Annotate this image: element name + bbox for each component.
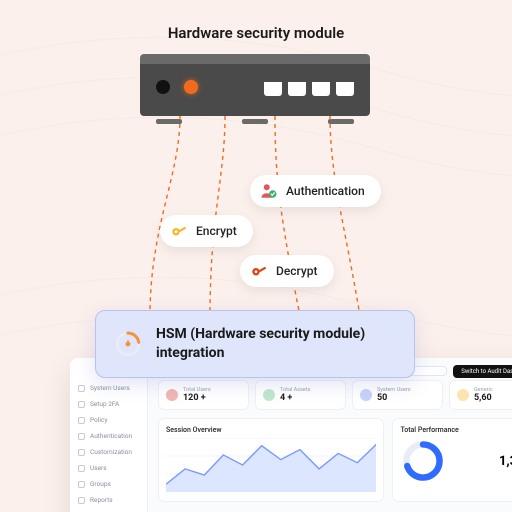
sidebar-item-label: Policy — [90, 416, 107, 424]
sidebar-item[interactable]: Customization — [70, 444, 147, 460]
session-overview-panel: Session Overview — [158, 418, 384, 502]
sidebar-item-icon — [78, 497, 85, 504]
pill-decrypt: Decrypt — [240, 255, 334, 287]
total-performance-panel: Total Performance 1,375 — [392, 418, 512, 502]
hsm-title: Hardware security module — [0, 24, 512, 42]
dashboard-main: Switch to Audit Dashboard Total Users120… — [148, 358, 512, 512]
sidebar-item-icon — [78, 417, 85, 424]
stat-icon — [166, 389, 178, 401]
stat-value: 50 — [377, 393, 411, 403]
device-led-black — [156, 80, 170, 94]
sidebar-item[interactable]: Authentication — [70, 428, 147, 444]
device-foot — [156, 119, 182, 124]
sidebar-item-label: Setup 2FA — [90, 400, 119, 408]
sidebar-item[interactable]: Users — [70, 460, 147, 476]
stat-card: Total Users120 + — [158, 380, 249, 410]
hsm-integration-card[interactable]: HSM (Hardware security module) integrati… — [95, 310, 415, 378]
stat-card: Total Assets4 + — [255, 380, 346, 410]
key-icon — [170, 222, 188, 240]
pill-encrypt: Encrypt — [160, 215, 253, 247]
device-port — [312, 82, 330, 96]
stat-icon — [360, 389, 372, 401]
device-led-orange — [184, 80, 198, 94]
pill-label: Decrypt — [276, 264, 318, 278]
pill-label: Encrypt — [196, 224, 237, 238]
stat-icon — [457, 389, 469, 401]
device-foot — [328, 119, 354, 124]
device-ports — [264, 82, 354, 96]
sidebar-item[interactable]: Reports — [70, 492, 147, 508]
stat-value: 4 + — [280, 393, 310, 403]
device-foot — [242, 119, 268, 124]
stat-card: Generic5,60 — [449, 380, 512, 410]
device-top-plate — [140, 54, 370, 64]
sidebar-item[interactable]: Groups — [70, 476, 147, 492]
sidebar-item-label: Groups — [90, 480, 111, 488]
pill-authentication: Authentication — [250, 175, 381, 207]
sidebar-item-icon — [78, 481, 85, 488]
device-port — [264, 82, 282, 96]
stat-row: Total Users120 +Total Assets4 +System Us… — [158, 380, 512, 410]
key-icon — [250, 262, 268, 280]
sidebar-item[interactable]: Setup 2FA — [70, 396, 147, 412]
sidebar-item-icon — [78, 401, 85, 408]
panel-title: Session Overview — [166, 426, 376, 434]
pill-label: Authentication — [286, 184, 365, 198]
performance-value: 1,375 — [499, 454, 512, 469]
device-port — [288, 82, 306, 96]
hsm-card-title: HSM (Hardware security module) integrati… — [156, 325, 396, 363]
sidebar-item-icon — [78, 385, 85, 392]
hsm-device — [140, 60, 370, 116]
sidebar-item-label: Users — [90, 464, 107, 472]
sidebar-item-label: Customization — [90, 448, 132, 456]
user-check-icon — [260, 182, 278, 200]
hsm-ring-icon — [114, 330, 142, 358]
panels-row: Session Overview Total Performance 1,375 — [158, 418, 512, 502]
sidebar-item-icon — [78, 449, 85, 456]
stat-card: System Users50 — [352, 380, 443, 410]
sidebar-item[interactable]: Policy — [70, 412, 147, 428]
device-port — [336, 82, 354, 96]
sidebar-item-label: Authentication — [90, 432, 132, 440]
sidebar-item-icon — [78, 465, 85, 472]
switch-dashboard-button[interactable]: Switch to Audit Dashboard — [453, 365, 512, 378]
stat-value: 120 + — [183, 393, 211, 403]
stat-value: 5,60 — [474, 393, 493, 403]
sidebar-item[interactable]: System Users — [70, 380, 147, 396]
dashboard-sidebar: System Users Setup 2FA Policy Authenticatio… — [70, 358, 148, 512]
sidebar-item-label: System Users — [90, 384, 130, 392]
performance-gauge — [400, 438, 446, 484]
session-area-chart — [166, 438, 376, 492]
dashboard: System Users Setup 2FA Policy Authenticatio… — [70, 358, 512, 512]
panel-title: Total Performance — [400, 426, 512, 434]
sidebar-item-icon — [78, 433, 85, 440]
stat-icon — [263, 389, 275, 401]
sidebar-item-label: Reports — [90, 496, 113, 504]
connector-lines — [0, 116, 512, 336]
device-feet — [156, 119, 354, 124]
